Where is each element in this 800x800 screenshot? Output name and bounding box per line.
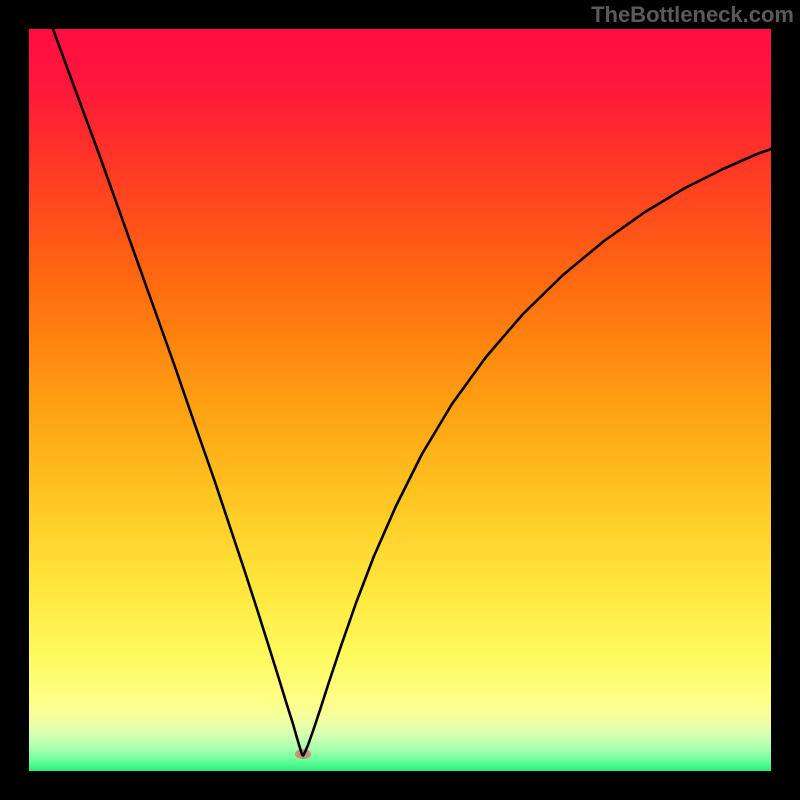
plot-area xyxy=(29,29,771,771)
chart-svg xyxy=(29,29,771,771)
attribution-watermark: TheBottleneck.com xyxy=(589,0,800,30)
gradient-background xyxy=(29,29,771,771)
